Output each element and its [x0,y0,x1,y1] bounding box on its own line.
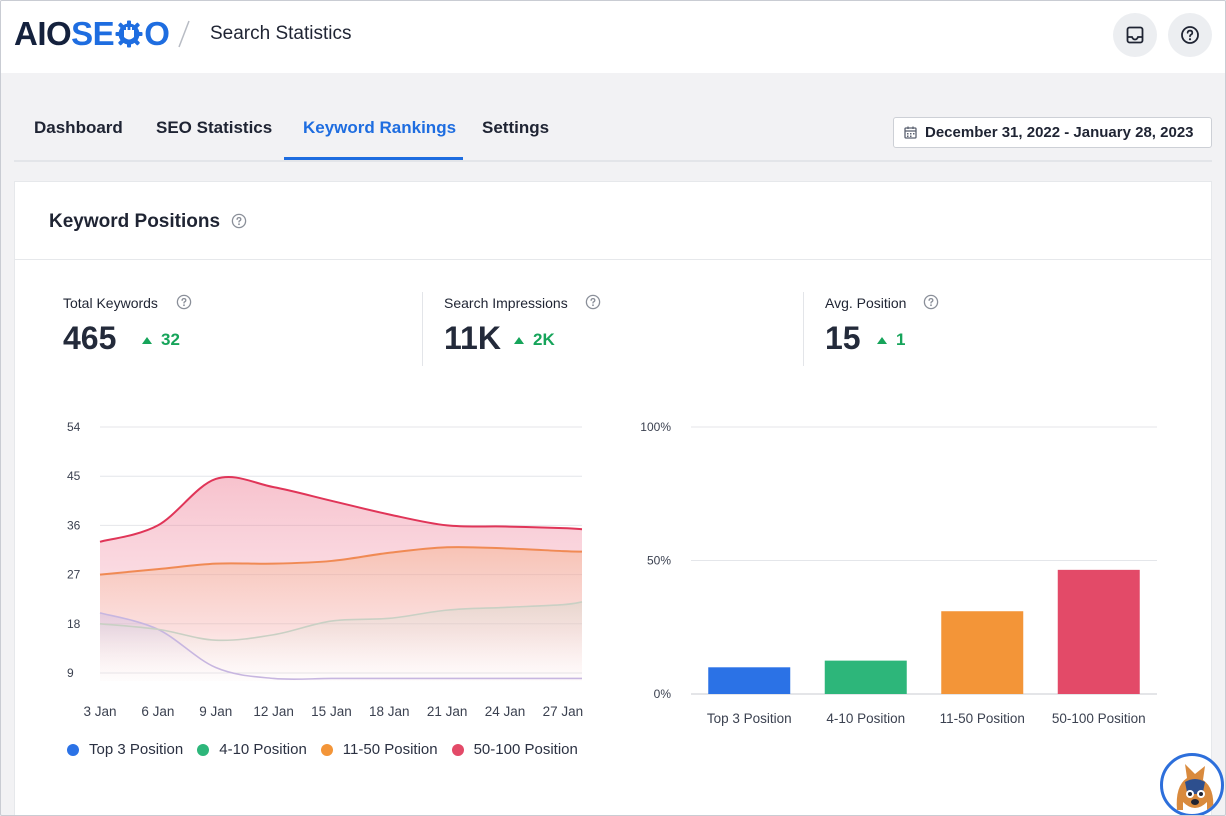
series-line-50-100-position[interactable] [99,476,583,543]
x-tick-label: 15 Jan [311,704,352,719]
x-tick-label: 21 Jan [427,704,468,719]
x-tick-label: 6 Jan [141,704,174,719]
bar-50-100-position[interactable] [1057,569,1140,694]
question-icon[interactable] [231,213,247,229]
stat-delta-value: 2K [533,330,555,349]
x-tick-label: 24 Jan [485,704,526,719]
logo-seo-text: SE O [71,15,170,53]
dog-mascot-icon [1176,764,1214,812]
stat-label: Total Keywords [63,295,158,311]
inbox-icon [1126,26,1144,44]
arrow-up-icon [142,336,152,344]
active-tab-indicator [284,157,463,160]
area-fill-4-10-position [100,601,582,681]
question-icon[interactable] [176,294,192,310]
y-tick-label: 54 [67,420,81,434]
series-line-11-50-position[interactable] [99,546,583,576]
x-tick-label: 27 Jan [543,704,584,719]
arrow-up-icon [877,336,887,344]
stat-label: Search Impressions [444,295,568,311]
legend-dot [197,743,210,756]
y-tick-label: 9 [67,666,74,680]
gear-icon [115,20,143,48]
date-range-label: December 31, 2022 - January 28, 2023 [925,124,1194,141]
x-tick-label: 9 Jan [199,704,232,719]
x-tick-label: 4-10 Position [826,711,905,726]
y-tick-label: 27 [67,568,81,582]
bar-top-3-position[interactable] [708,667,791,694]
legend-label: 4-10 Position [219,741,307,758]
y-tick-label: 50% [647,554,671,568]
y-tick-label: 45 [67,469,81,483]
y-tick-label: 100% [640,420,671,434]
legend-label: 50-100 Position [473,741,578,758]
stat-label: Avg. Position [825,295,907,311]
legend-dot [451,743,464,756]
page-title: Search Statistics [210,23,352,44]
stat-divider [803,292,804,366]
bar-11-50-position[interactable] [941,611,1024,694]
stat-delta-value: 1 [896,330,906,349]
aioseo-logo[interactable]: AIO SE [14,15,170,53]
series-line-4-10-position[interactable] [99,601,583,642]
x-tick-label: Top 3 Position [707,711,792,726]
card-title: Keyword Positions [49,211,221,232]
y-tick-label: 0% [654,687,672,701]
mascot-assistant-button[interactable] [1160,753,1224,815]
legend-item-50-100[interactable]: 50-100 Position [451,741,578,758]
stat-delta: 2K [514,330,555,350]
inbox-button[interactable] [1113,13,1157,57]
stat-total-keywords: Total Keywords 465 32 [63,292,423,368]
tab-bar: Dashboard SEO Statistics Keyword Ranking… [14,105,1212,162]
area-fill-top-3-position [100,612,582,681]
legend-label: Top 3 Position [89,741,184,758]
legend-dot [320,743,333,756]
legend-item-11-50[interactable]: 11-50 Position [320,741,438,758]
tab-keyword-rankings[interactable]: Keyword Rankings [303,118,457,137]
series-line-top-3-position[interactable] [99,612,582,681]
stat-value: 465 [63,320,117,356]
stat-delta-value: 32 [161,330,180,349]
logo-se-text: SE [71,15,115,52]
question-icon[interactable] [585,294,601,310]
legend-item-top3[interactable]: Top 3 Position [67,741,183,758]
x-tick-label: 3 Jan [83,704,116,719]
date-range-picker[interactable]: December 31, 2022 - January 28, 2023 [893,117,1212,148]
x-tick-label: 50-100 Position [1052,711,1146,726]
stat-divider [422,292,423,366]
stat-value: 15 [825,320,861,356]
stat-value: 11K [444,320,501,356]
stat-delta: 1 [877,330,905,350]
chart-legend: Top 3 Position 4-10 Position 11-50 Posit… [67,741,592,758]
y-tick-label: 18 [67,617,81,631]
x-tick-label: 12 Jan [253,704,294,719]
legend-item-4-10[interactable]: 4-10 Position [197,741,307,758]
help-circle-icon [1181,26,1199,44]
logo-o-text: O [144,15,170,52]
tab-settings[interactable]: Settings [482,118,550,137]
tab-seo-statistics[interactable]: SEO Statistics [156,118,273,137]
y-tick-label: 36 [67,518,81,532]
logo-aio-text: AIO [14,15,72,52]
question-icon[interactable] [923,294,939,310]
tab-dashboard[interactable]: Dashboard [34,118,123,137]
breadcrumb-separator [178,20,190,48]
legend-dot [67,743,79,756]
stat-search-impressions: Search Impressions 11K 2K [444,292,804,368]
x-tick-label: 11-50 Position [940,711,1025,726]
bar-4-10-position[interactable] [824,660,907,694]
card-header: Keyword Positions [15,182,1211,260]
keyword-positions-area-chart: 9 18 27 36 45 54 3 Jan 6 Jan 9 Jan 12 Jan 15 Jan 1… [67,420,584,719]
help-button[interactable] [1168,13,1212,57]
x-tick-label: 18 Jan [369,704,410,719]
calendar-icon [904,126,917,139]
stat-avg-position: Avg. Position 15 1 [825,292,1185,368]
position-distribution-bar-chart: 0% 50% 100% Top 3 Position 4-10 Position 11-… [640,420,1157,726]
stat-delta: 32 [142,330,180,350]
arrow-up-icon [514,336,524,344]
top-header: AIO SE [1,1,1225,73]
legend-label: 11-50 Position [342,741,438,758]
